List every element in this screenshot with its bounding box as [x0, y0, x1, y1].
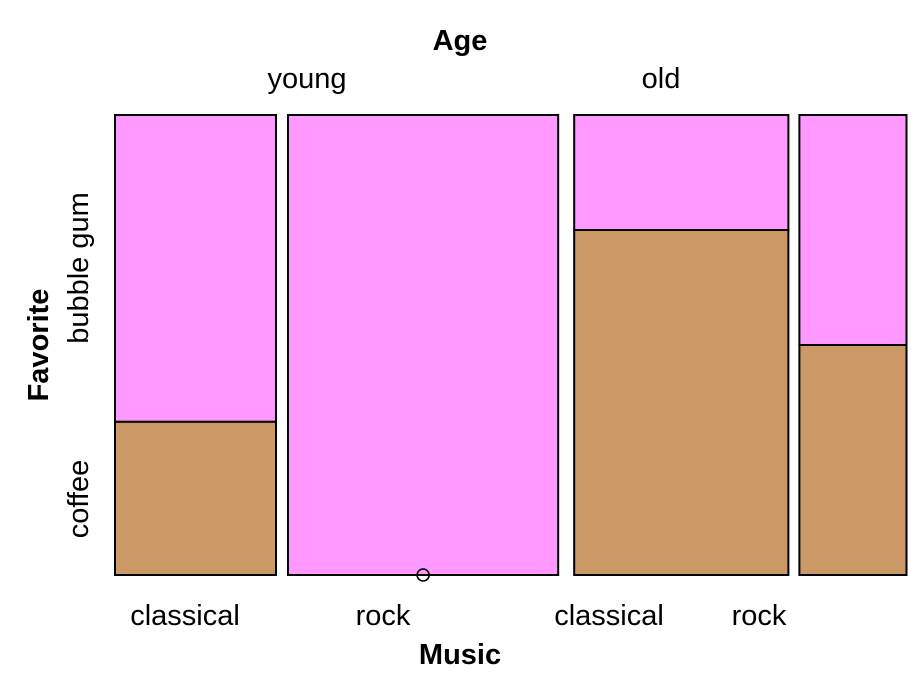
age-label-old: old	[642, 63, 681, 95]
favorite-label-bubble-gum: bubble gum	[63, 192, 95, 344]
left-axis-title: Favorite	[23, 289, 55, 402]
tile-old-rock-coffee	[798, 344, 908, 576]
tile-young-rock-bubble-gum	[287, 114, 560, 576]
top-axis-title: Age	[433, 25, 488, 57]
age-label-young: young	[267, 63, 346, 95]
music-label-old-classical: classical	[554, 600, 664, 632]
tile-old-classical-bubble-gum	[573, 114, 790, 231]
music-label-young-classical: classical	[130, 600, 240, 632]
tile-young-classical-coffee	[114, 420, 278, 576]
music-label-young-rock: rock	[356, 600, 411, 632]
tile-old-rock-bubble-gum	[798, 114, 908, 346]
mosaic-tiles	[114, 114, 908, 582]
empty-cell-marker-young-rock-coffee	[416, 568, 430, 582]
music-label-old-rock: rock	[732, 600, 787, 632]
tile-young-classical-bubble-gum	[114, 114, 278, 423]
tile-old-classical-coffee	[573, 229, 790, 576]
favorite-label-coffee: coffee	[63, 460, 95, 538]
bottom-axis-title: Music	[419, 639, 501, 671]
